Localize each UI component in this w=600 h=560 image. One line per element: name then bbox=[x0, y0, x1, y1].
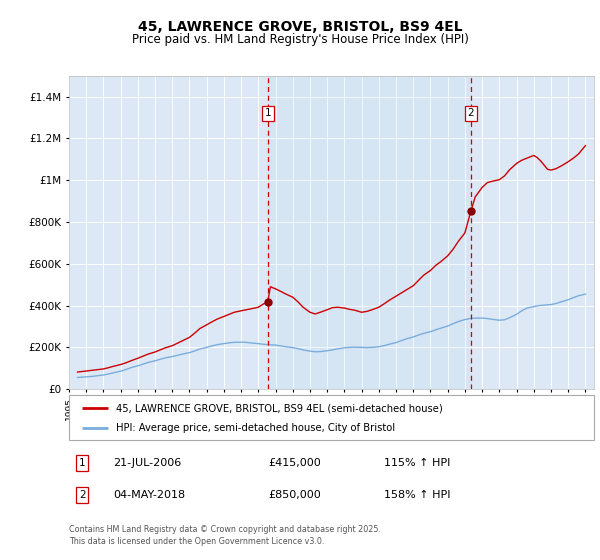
Text: 158% ↑ HPI: 158% ↑ HPI bbox=[384, 489, 451, 500]
Text: 115% ↑ HPI: 115% ↑ HPI bbox=[384, 459, 451, 468]
Text: 45, LAWRENCE GROVE, BRISTOL, BS9 4EL: 45, LAWRENCE GROVE, BRISTOL, BS9 4EL bbox=[137, 20, 463, 34]
Text: £415,000: £415,000 bbox=[269, 459, 321, 468]
Text: Contains HM Land Registry data © Crown copyright and database right 2025.
This d: Contains HM Land Registry data © Crown c… bbox=[69, 525, 381, 546]
Text: HPI: Average price, semi-detached house, City of Bristol: HPI: Average price, semi-detached house,… bbox=[116, 422, 395, 432]
Text: 45, LAWRENCE GROVE, BRISTOL, BS9 4EL (semi-detached house): 45, LAWRENCE GROVE, BRISTOL, BS9 4EL (se… bbox=[116, 403, 443, 413]
Text: 2: 2 bbox=[467, 108, 474, 118]
Text: Price paid vs. HM Land Registry's House Price Index (HPI): Price paid vs. HM Land Registry's House … bbox=[131, 32, 469, 46]
Text: 1: 1 bbox=[265, 108, 271, 118]
Text: 1: 1 bbox=[79, 459, 85, 468]
Text: £850,000: £850,000 bbox=[269, 489, 321, 500]
Text: 2: 2 bbox=[79, 489, 85, 500]
Text: 21-JUL-2006: 21-JUL-2006 bbox=[113, 459, 182, 468]
Text: 04-MAY-2018: 04-MAY-2018 bbox=[113, 489, 186, 500]
Bar bbox=[268, 76, 471, 389]
